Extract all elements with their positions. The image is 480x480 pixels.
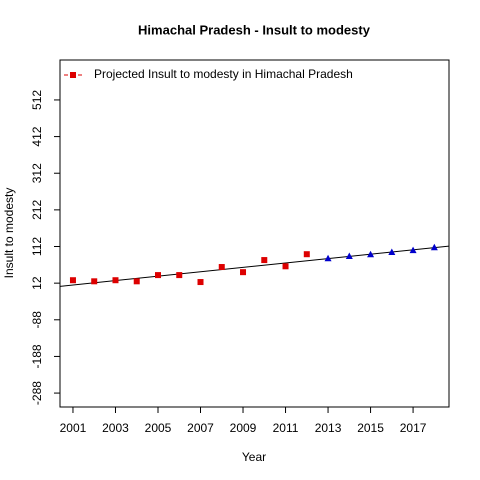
point [324,254,332,262]
x-tick-label: 2005 [145,421,172,435]
point [133,278,140,285]
x-tick-label: 2017 [400,421,427,435]
point [91,278,98,285]
x-tick-label: 2011 [273,421,299,435]
point [261,257,268,264]
point [240,269,247,276]
y-tick-label: 112 [30,237,44,256]
y-tick-label: -88 [30,311,44,329]
point [409,246,417,254]
point [112,277,119,284]
y-tick-label: 12 [30,276,44,290]
point [69,277,76,284]
plot-frame [59,59,450,408]
x-tick-label: 2013 [315,421,342,435]
chart-title: Himachal Pradesh - Insult to modesty [138,22,371,37]
trend-line [60,245,449,287]
point [282,263,289,270]
x-axis-label: Year [242,450,266,464]
y-axis-label: Insult to modesty [2,188,16,279]
point [303,251,310,258]
y-tick-label: -188 [30,344,44,368]
point [388,248,396,256]
point [197,279,204,286]
point [345,252,353,260]
x-tick-label: 2009 [230,421,257,435]
point [367,250,375,258]
x-tick-label: 2015 [357,421,384,435]
point [154,272,161,279]
x-tick-label: 2007 [187,421,214,435]
y-tick-label: 412 [30,126,44,146]
y-tick-label: 212 [30,200,44,220]
point [176,272,183,279]
point [430,243,438,251]
x-tick-label: 2001 [60,421,87,435]
legend-marker [70,72,76,78]
y-tick-label: 512 [30,90,44,110]
point [218,264,225,271]
y-tick-label: 312 [30,163,44,183]
x-tick-label: 2003 [102,421,129,435]
legend-label: Projected Insult to modesty in Himachal … [94,67,353,81]
y-tick-label: -288 [30,381,44,405]
